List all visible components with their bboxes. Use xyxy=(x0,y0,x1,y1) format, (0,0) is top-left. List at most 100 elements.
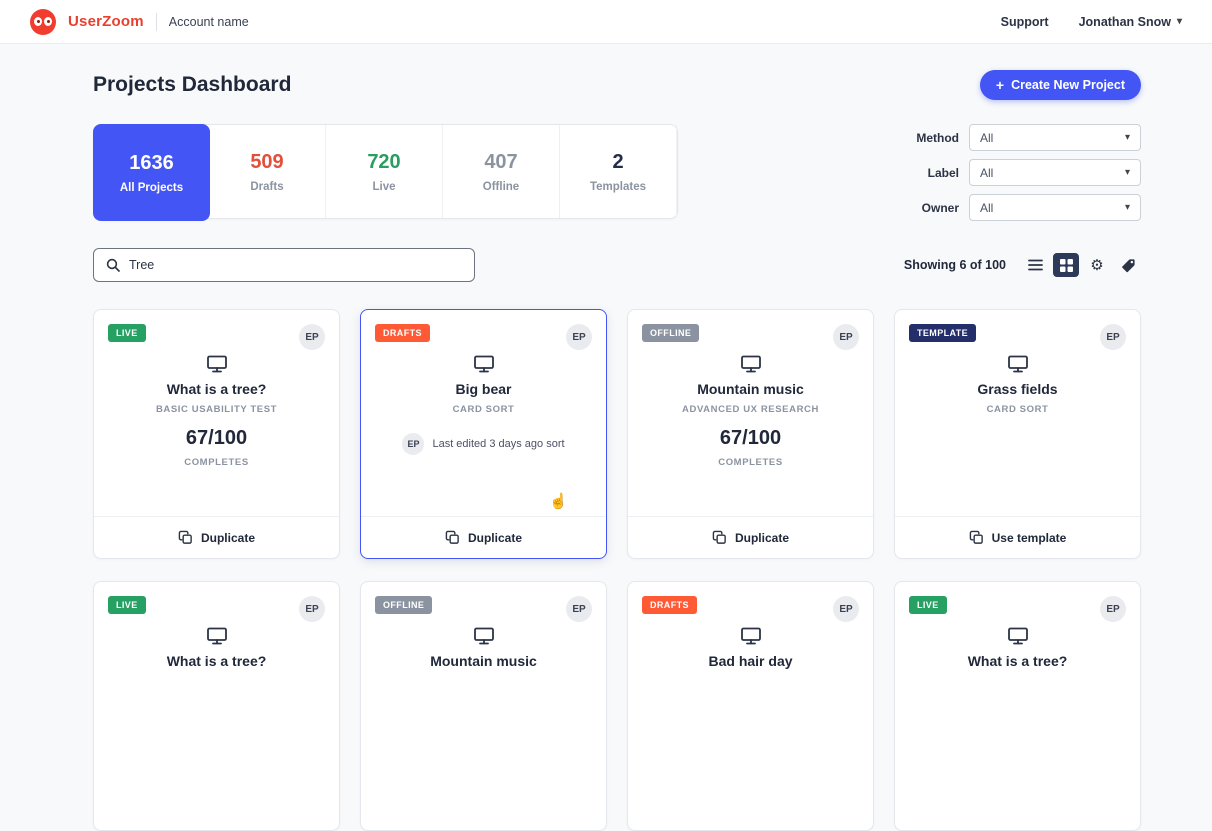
stat-label: Offline xyxy=(482,180,520,193)
filter-selected-value: All xyxy=(980,165,994,180)
monitor-icon xyxy=(740,354,762,374)
filter-row: Label All ▾ xyxy=(916,159,1141,186)
stat-tab[interactable]: 407 Offline xyxy=(443,125,560,218)
card-action-button[interactable]: Duplicate xyxy=(628,516,873,558)
project-title: Mountain music xyxy=(430,653,537,669)
search-icon xyxy=(106,258,120,272)
view-toolbar: ⚙ xyxy=(1022,253,1141,277)
page-title: Projects Dashboard xyxy=(93,73,292,96)
results-count: Showing 6 of 100 xyxy=(903,258,1006,272)
labels-button[interactable] xyxy=(1115,253,1141,277)
filter-label: Owner xyxy=(921,200,959,215)
completes-label: COMPLETES xyxy=(718,457,783,468)
owner-avatar: EP xyxy=(566,596,592,622)
logo-eye xyxy=(44,17,52,26)
card-action-button[interactable]: Use template xyxy=(895,516,1140,558)
filter-row: Owner All ▾ xyxy=(916,194,1141,221)
card-action-label: Duplicate xyxy=(734,530,789,545)
create-new-project-button[interactable]: + Create New Project xyxy=(979,70,1141,100)
stat-tab[interactable]: 2 Templates xyxy=(560,125,677,218)
last-edited-row: EP Last edited 3 days ago sort xyxy=(402,433,565,455)
project-card[interactable]: LIVE EP What is a tree? xyxy=(894,581,1141,831)
stat-label: Templates xyxy=(589,180,647,193)
tag-icon xyxy=(1121,258,1136,273)
stat-label: Live xyxy=(372,180,396,193)
brand-name: UserZoom xyxy=(68,13,144,30)
card-action-label: Duplicate xyxy=(467,530,522,545)
monitor-icon xyxy=(473,626,495,646)
stat-tab[interactable]: 720 Live xyxy=(326,125,443,218)
duplicate-icon xyxy=(178,530,193,545)
search-input[interactable] xyxy=(129,258,462,272)
project-card[interactable]: LIVE EP What is a tree? BASIC USABILITY … xyxy=(93,309,340,559)
userzoom-logo-icon xyxy=(30,8,56,35)
status-badge: DRAFTS xyxy=(642,596,697,614)
grid-view-button[interactable] xyxy=(1053,253,1079,277)
owner-avatar: EP xyxy=(1100,596,1126,622)
monitor-icon xyxy=(1007,354,1029,374)
stat-tab[interactable]: 509 Drafts xyxy=(209,125,326,218)
monitor-icon xyxy=(206,626,228,646)
card-action-label: Duplicate xyxy=(200,530,255,545)
monitor-icon xyxy=(473,354,495,374)
filters-panel: Method All ▾ Label All ▾ Owner xyxy=(916,124,1141,221)
top-bar: UserZoom Account name Support Jonathan S… xyxy=(0,0,1212,44)
project-card[interactable]: OFFLINE EP Mountain music ADVANCED UX RE… xyxy=(627,309,874,559)
stat-value: 509 xyxy=(250,150,284,173)
filter-select[interactable]: All ▾ xyxy=(969,194,1141,221)
monitor-icon xyxy=(1007,626,1029,646)
account-name: Account name xyxy=(168,14,249,29)
project-title: What is a tree? xyxy=(166,653,267,669)
owner-avatar: EP xyxy=(299,324,325,350)
chevron-down-icon: ▾ xyxy=(1176,15,1182,27)
project-type: CARD SORT xyxy=(452,404,515,415)
project-type: ADVANCED UX RESEARCH xyxy=(682,404,819,415)
status-badge: TEMPLATE xyxy=(909,324,977,342)
search-box[interactable] xyxy=(93,248,475,282)
support-link[interactable]: Support xyxy=(1000,14,1049,29)
status-badge: LIVE xyxy=(108,596,146,614)
status-badge: OFFLINE xyxy=(642,324,700,342)
owner-avatar: EP xyxy=(566,324,592,350)
project-title: Bad hair day xyxy=(708,653,793,669)
card-action-button[interactable]: Duplicate xyxy=(361,516,606,558)
plus-icon: + xyxy=(995,77,1005,93)
duplicate-icon xyxy=(445,530,460,545)
grid-icon xyxy=(1059,258,1073,272)
owner-avatar: EP xyxy=(299,596,325,622)
monitor-icon xyxy=(206,354,228,374)
filter-selected-value: All xyxy=(980,200,994,215)
project-card[interactable]: OFFLINE EP Mountain music xyxy=(360,581,607,831)
status-badge: LIVE xyxy=(108,324,146,342)
completes-score: 67/100 xyxy=(185,427,248,449)
filter-label: Label xyxy=(927,165,959,180)
editor-avatar: EP xyxy=(402,433,425,455)
project-card[interactable]: LIVE EP What is a tree? xyxy=(93,581,340,831)
stat-tab[interactable]: 1636 All Projects xyxy=(93,124,210,221)
chevron-down-icon: ▾ xyxy=(1124,131,1130,143)
project-card[interactable]: TEMPLATE EP Grass fields CARD SORT xyxy=(894,309,1141,559)
project-card[interactable]: DRAFTS EP Bad hair day xyxy=(627,581,874,831)
stat-label: All Projects xyxy=(119,181,184,194)
user-menu[interactable]: Jonathan Snow ▾ xyxy=(1079,15,1182,29)
filter-select[interactable]: All ▾ xyxy=(969,124,1141,151)
completes-label: COMPLETES xyxy=(184,457,249,468)
filter-select[interactable]: All ▾ xyxy=(969,159,1141,186)
project-title: What is a tree? xyxy=(967,653,1068,669)
status-badge: DRAFTS xyxy=(375,324,430,342)
status-badge: LIVE xyxy=(909,596,947,614)
status-badge: OFFLINE xyxy=(375,596,433,614)
header-divider xyxy=(155,12,157,31)
project-card[interactable]: DRAFTS EP Big bear CARD SORT EP Last edi… xyxy=(360,309,607,559)
list-icon xyxy=(1027,259,1043,271)
list-view-button[interactable] xyxy=(1022,253,1048,277)
chevron-down-icon: ▾ xyxy=(1124,201,1130,213)
chevron-down-icon: ▾ xyxy=(1124,166,1130,178)
duplicate-icon xyxy=(969,530,984,545)
card-action-button[interactable]: Duplicate xyxy=(94,516,339,558)
pointer-cursor-icon: ☝ xyxy=(549,493,568,510)
last-edited-text: Last edited 3 days ago sort xyxy=(432,438,565,450)
settings-button[interactable]: ⚙ xyxy=(1084,253,1110,277)
filter-label: Method xyxy=(916,130,959,145)
stat-value: 2 xyxy=(612,150,624,173)
